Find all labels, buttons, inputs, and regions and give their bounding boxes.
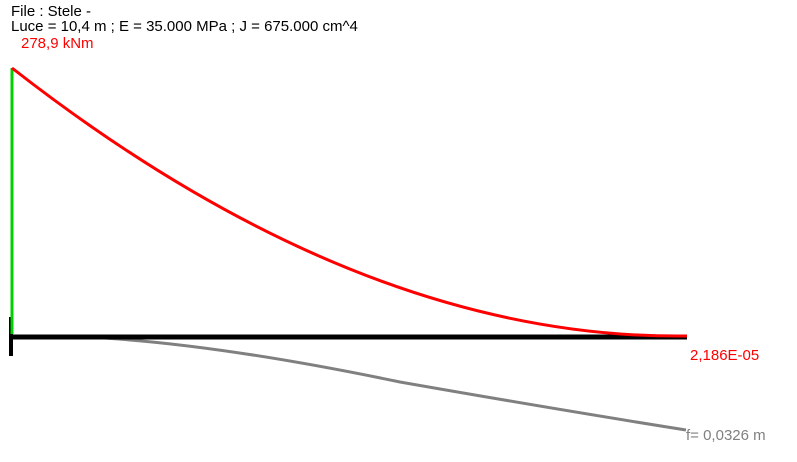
deflection-label: f= 0,0326 m	[686, 427, 766, 444]
moment-max-label: 278,9 kNm	[21, 35, 94, 52]
moment-curve	[11, 66, 688, 338]
file-title: File : Stele -	[11, 3, 92, 20]
deflection-curve	[11, 334, 687, 432]
beam-parameters: Luce = 10,4 m ; E = 35.000 MPa ; J = 675…	[11, 18, 358, 35]
moment-end-label: 2,186E-05	[690, 347, 760, 364]
